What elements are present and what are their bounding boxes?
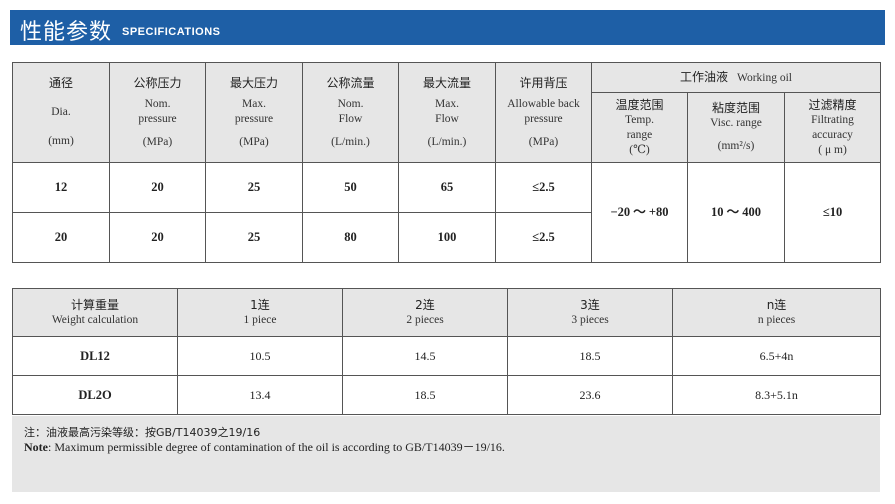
table-row: DL2O 13.4 18.5 23.6 8.3+5.1n xyxy=(12,375,881,415)
col-header-max-flow: 最大流量 Max. Flow (L/min.) xyxy=(398,62,496,163)
section-title-zh: 性能参数 xyxy=(20,20,113,45)
cell-back-pressure: ≤2.5 xyxy=(495,162,592,213)
weight-header-2-pieces: 2连 2 pieces xyxy=(342,288,508,337)
cell-max-flow: 100 xyxy=(398,212,496,263)
table-row: 20 20 25 80 100 ≤2.5 xyxy=(12,212,881,263)
cell-temp-range: −20 ～ +80 xyxy=(591,162,688,263)
cell-nom-flow: 80 xyxy=(302,212,399,263)
weight-header-3-pieces: 3连 3 pieces xyxy=(507,288,673,337)
note-en-text: : Maximum permissible degree of contamin… xyxy=(48,440,505,454)
cell-weight-1: 13.4 xyxy=(177,375,343,415)
note-box: 注：油液最高污染等级：按GB/T14039之19/16 Note: Maximu… xyxy=(12,416,880,492)
col-header-nom-pressure: 公称压力 Nom. pressure (MPa) xyxy=(109,62,206,163)
cell-visc-range: 10 ～ 400 xyxy=(687,162,785,263)
cell-max-flow: 65 xyxy=(398,162,496,213)
cell-model: DL12 xyxy=(12,336,178,376)
cell-nom-flow: 50 xyxy=(302,162,399,213)
weight-header-n-pieces: n连 n pieces xyxy=(672,288,881,337)
specifications-table: 通径 Dia. (mm) 公称压力 Nom. pressure (MPa) 最大… xyxy=(12,62,882,263)
cell-weight-1: 10.5 xyxy=(177,336,343,376)
cell-dia: 12 xyxy=(12,162,110,213)
section-title-bar: 性能参数 SPECIFICATIONS xyxy=(10,10,885,45)
cell-nom-pressure: 20 xyxy=(109,162,206,213)
note-zh: 注：油液最高污染等级：按GB/T14039之19/16 xyxy=(24,426,261,439)
col-header-back-pressure: 许用背压 Allowable back pressure (MPa) xyxy=(495,62,592,163)
weight-header-label: 计算重量 Weight calculation xyxy=(12,288,178,337)
col-header-nom-flow: 公称流量 Nom. Flow (L/min.) xyxy=(302,62,399,163)
cell-filtrating-accuracy: ≤10 xyxy=(783,162,882,263)
cell-back-pressure: ≤2.5 xyxy=(495,212,592,263)
note-en-label: Note xyxy=(24,440,48,454)
cell-max-pressure: 25 xyxy=(205,212,303,263)
col-header-temp-range: 温度范围 Temp. range (℃) xyxy=(591,92,688,163)
col-header-visc-range: 粘度范围 Visc. range (mm²/s) xyxy=(687,92,785,163)
cell-weight-2: 14.5 xyxy=(342,336,508,376)
cell-max-pressure: 25 xyxy=(205,162,303,213)
note-en: Note: Maximum permissible degree of cont… xyxy=(24,438,505,455)
col-header-filtrating-accuracy: 过滤精度 Filtrating accuracy ( μ m) xyxy=(783,92,882,163)
weight-header-1-piece: 1连 1 piece xyxy=(177,288,343,337)
weight-table: 计算重量 Weight calculation 1连 1 piece 2连 2 … xyxy=(12,288,881,415)
table-row: 12 20 25 50 65 ≤2.5 −20 ～ +80 10 ～ 400 ≤… xyxy=(12,162,882,263)
table-row: DL12 10.5 14.5 18.5 6.5+4n xyxy=(12,336,881,376)
col-group-working-oil: 工作油液 Working oil xyxy=(590,62,882,93)
cell-weight-n: 8.3+5.1n xyxy=(672,375,881,415)
cell-weight-3: 23.6 xyxy=(507,375,673,415)
cell-weight-3: 18.5 xyxy=(507,336,673,376)
col-header-dia: 通径 Dia. (mm) xyxy=(12,62,110,163)
section-title-en: SPECIFICATIONS xyxy=(122,26,221,38)
col-header-max-pressure: 最大压力 Max. pressure (MPa) xyxy=(205,62,303,163)
cell-weight-n: 6.5+4n xyxy=(672,336,881,376)
cell-dia: 20 xyxy=(12,212,110,263)
cell-weight-2: 18.5 xyxy=(342,375,508,415)
cell-nom-pressure: 20 xyxy=(109,212,206,263)
cell-model: DL2O xyxy=(12,375,178,415)
title-divider xyxy=(10,44,885,45)
